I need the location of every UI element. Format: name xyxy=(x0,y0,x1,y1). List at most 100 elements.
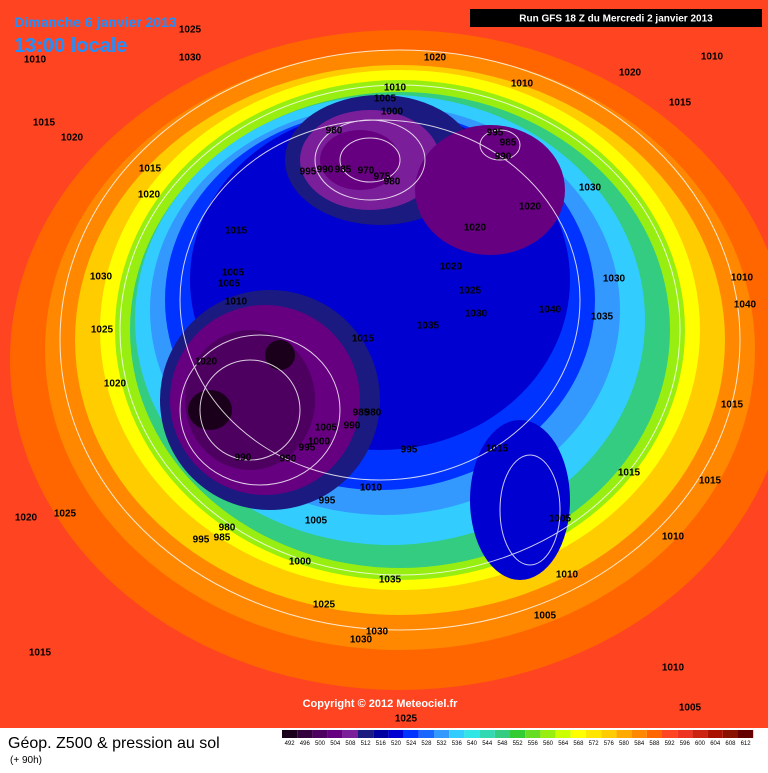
legend-swatch xyxy=(707,730,723,738)
isobar-label: 1015 xyxy=(33,118,56,129)
isobar-label: 985 xyxy=(214,533,231,544)
isobar-label: 1010 xyxy=(662,532,685,543)
legend-swatch xyxy=(327,730,343,738)
legend-label: 556 xyxy=(528,741,539,747)
isobar-label: 1030 xyxy=(179,53,202,64)
legend-label: 564 xyxy=(558,741,569,747)
isobar-label: 1010 xyxy=(360,483,383,494)
isobar-label: 990 xyxy=(495,152,512,163)
field xyxy=(0,0,768,728)
legend-swatch xyxy=(403,730,419,738)
legend-label: 568 xyxy=(573,741,584,747)
legend-label: 520 xyxy=(391,741,402,747)
run: Run GFS 18 Z du Mercredi 2 janvier 2013 xyxy=(519,14,713,25)
isobar-label: 1015 xyxy=(225,226,248,237)
legend-label: 612 xyxy=(741,741,752,747)
legend-swatch xyxy=(342,730,358,738)
time: 13:00 locale xyxy=(14,35,127,57)
legend-swatch xyxy=(662,730,678,738)
isobar-label: 995 xyxy=(193,535,210,546)
isobar-label: 1030 xyxy=(366,627,389,638)
isobar-label: 1020 xyxy=(424,53,447,64)
legend-label: 560 xyxy=(543,741,554,747)
legend-swatch xyxy=(540,730,556,738)
legend-swatch xyxy=(388,730,404,738)
legend-swatch xyxy=(479,730,495,738)
isobar-label: 1020 xyxy=(138,190,161,201)
isobar-label: 980 xyxy=(365,408,382,419)
isobar-label: 1015 xyxy=(139,164,162,175)
legend-swatch xyxy=(525,730,541,738)
isobar-label: 1025 xyxy=(459,286,482,297)
isobar-label: 1020 xyxy=(61,133,84,144)
isobar-label: 995 xyxy=(299,443,316,454)
legend-swatch xyxy=(677,730,693,738)
legend-swatch xyxy=(358,730,374,738)
isobar-label: 1010 xyxy=(384,83,407,94)
isobar-label: 1010 xyxy=(701,52,724,63)
legend-swatch xyxy=(646,730,662,738)
legend-swatch xyxy=(586,730,602,738)
isobar-label: 1015 xyxy=(29,648,52,659)
legend: 492 496 500 504 508 512 516 520 524 528 532 536 540 5… xyxy=(282,730,754,747)
legend-label: 588 xyxy=(649,741,660,747)
isobar-label: 1010 xyxy=(662,663,685,674)
legend-label: 600 xyxy=(695,741,706,747)
isobar-label: 995 xyxy=(319,496,336,507)
isobar-label: 1015 xyxy=(486,444,509,455)
isobar-label: 1005 xyxy=(315,423,338,434)
isobar-label: 985 xyxy=(335,165,352,176)
legend-label: 544 xyxy=(482,741,493,747)
legend-label: 596 xyxy=(680,741,691,747)
legend-swatch xyxy=(434,730,450,738)
date: Dimanche 6 janvier 2013 xyxy=(14,14,177,30)
isobar-label: 1030 xyxy=(603,274,626,285)
isobar-label: 1030 xyxy=(465,309,488,320)
isobar-label: 990 xyxy=(235,453,252,464)
isobar-label: 1005 xyxy=(305,516,328,527)
legend-swatch xyxy=(738,730,754,738)
legend-label: 576 xyxy=(604,741,615,747)
legend-label: 492 xyxy=(285,741,296,747)
isobar-label: 985 xyxy=(500,138,517,149)
legend-label: 512 xyxy=(361,741,372,747)
legend-swatch xyxy=(297,730,313,738)
legend-swatch xyxy=(722,730,738,738)
isobar-label: 995 xyxy=(401,445,418,456)
isobar-label: 1005 xyxy=(374,94,397,105)
isobar-label: 1015 xyxy=(669,98,692,109)
isobar-label: 1025 xyxy=(179,25,202,36)
legend-swatch xyxy=(494,730,510,738)
legend-swatch xyxy=(282,730,298,738)
legend-swatch xyxy=(464,730,480,738)
isobar-label: 1010 xyxy=(225,297,248,308)
isobar-label: 1030 xyxy=(579,183,602,194)
legend-label: 604 xyxy=(710,741,721,747)
isobar-label: 1015 xyxy=(721,400,744,411)
isobar-label: 1025 xyxy=(91,325,114,336)
legend-label: 528 xyxy=(421,741,432,747)
legend-swatch xyxy=(510,730,526,738)
isobar-label: 1020 xyxy=(440,262,463,273)
isobar-label: 1000 xyxy=(381,107,404,118)
isobar-label: 1015 xyxy=(352,334,375,345)
isobar-label: 1025 xyxy=(54,509,77,520)
isobar-label: 1010 xyxy=(731,273,754,284)
isobar-label: 975 xyxy=(374,172,391,183)
legend-swatch xyxy=(449,730,465,738)
isobar-label: 1010 xyxy=(511,79,534,90)
isobar-label: 980 xyxy=(384,177,401,188)
isobar-label: 970 xyxy=(358,166,375,177)
legend-label: 516 xyxy=(376,741,387,747)
legend-swatch xyxy=(631,730,647,738)
legend-swatch xyxy=(373,730,389,738)
isobar-label: 1020 xyxy=(104,379,127,390)
isobar-label: 1015 xyxy=(618,468,641,479)
legend-swatch xyxy=(555,730,571,738)
isobar-label: 1020 xyxy=(519,202,542,213)
legend-label: 552 xyxy=(513,741,524,747)
isobar-label: 1035 xyxy=(379,575,402,586)
isobar-label: 995 xyxy=(300,167,317,178)
